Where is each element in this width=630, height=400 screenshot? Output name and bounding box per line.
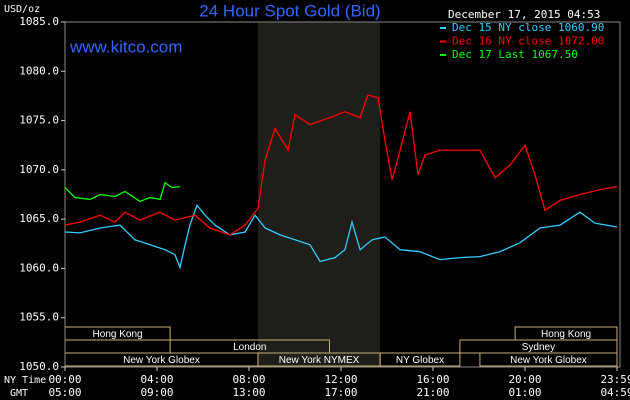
session-label: NY Globex — [396, 355, 444, 366]
legend-label: Dec 16 NY close 1072.00 — [452, 35, 604, 48]
gmt-tick-label: 17:00 — [324, 386, 357, 399]
session-label: New York NYMEX — [279, 355, 360, 366]
timestamp: December 17, 2015 04:53 — [448, 8, 600, 21]
x-tick-label: 20:00 — [508, 373, 541, 386]
y-tick-label: 1075.0 — [19, 114, 59, 127]
legend-label: Dec 17 Last 1067.50 — [452, 48, 578, 61]
gmt-tick-label: 21:00 — [416, 386, 449, 399]
x-tick-label: 16:00 — [416, 373, 449, 386]
y-tick-label: 1055.0 — [19, 311, 59, 324]
x-tick-label: 08:00 — [232, 373, 265, 386]
session-box — [514, 326, 618, 341]
x-tick-label: 04:00 — [140, 373, 173, 386]
session-label: Hong Kong — [541, 329, 591, 340]
session-box — [479, 352, 618, 367]
ny-time-label: NY Time — [4, 375, 46, 386]
y-unit: USD/oz — [4, 4, 40, 15]
x-tick-label: 00:00 — [48, 373, 81, 386]
chart-title: 24 Hour Spot Gold (Bid) — [199, 1, 380, 20]
legend-marker — [440, 54, 446, 56]
gmt-tick-label: 01:00 — [508, 386, 541, 399]
session-label: New York Globex — [123, 355, 200, 366]
y-tick-label: 1065.0 — [19, 212, 59, 225]
price-line — [64, 181, 181, 203]
y-tick-label: 1085.0 — [19, 15, 59, 28]
session-label: New York Globex — [510, 355, 587, 366]
session-label: London — [233, 342, 266, 353]
y-tick-label: 1070.0 — [19, 163, 59, 176]
price-line — [64, 94, 618, 236]
gmt-tick-label: 04:59 — [600, 386, 630, 399]
gmt-label: GMT — [10, 388, 28, 399]
session-highlight — [257, 22, 381, 367]
gmt-tick-label: 13:00 — [232, 386, 265, 399]
session-label: Sydney — [522, 342, 555, 353]
gmt-tick-label: 09:00 — [140, 386, 173, 399]
legend-marker — [440, 27, 446, 29]
legend-marker — [440, 40, 446, 43]
session-box — [379, 352, 461, 367]
price-line — [64, 203, 618, 270]
y-tick-label: 1080.0 — [19, 64, 59, 77]
x-tick-label: 23:59 — [600, 373, 630, 386]
x-tick-label: 12:00 — [324, 373, 357, 386]
y-tick-label: 1060.0 — [19, 261, 59, 274]
plot-frame — [64, 21, 621, 368]
y-tick-label: 1050.0 — [19, 360, 59, 373]
website: www.kitco.com — [69, 37, 182, 56]
gmt-tick-label: 05:00 — [48, 386, 81, 399]
session-label: Hong Kong — [93, 329, 143, 340]
legend-label: Dec 15 NY close 1060.90 — [452, 21, 604, 34]
